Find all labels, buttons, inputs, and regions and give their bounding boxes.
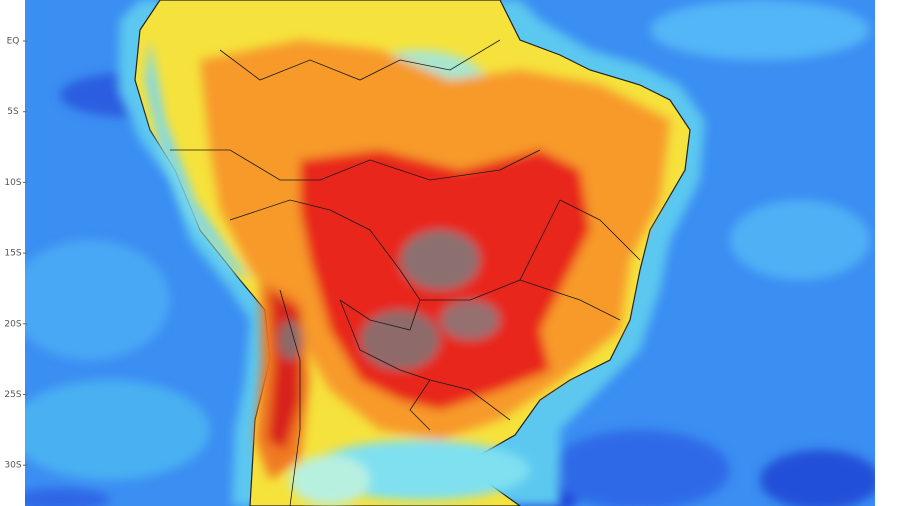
country-borders xyxy=(170,39,641,506)
temperature-fields xyxy=(145,40,670,505)
latitude-label: EQ xyxy=(7,37,20,47)
latitude-label: 10S xyxy=(4,178,21,188)
latitude-label: 5S xyxy=(7,107,19,117)
latitude-label: 30S xyxy=(4,461,21,471)
latitude-label: 20S xyxy=(4,319,21,329)
latitude-axis: EQ 5S 10S 15S 20S 25S 30S xyxy=(4,37,27,471)
map-area xyxy=(25,0,875,506)
latitude-label: 15S xyxy=(4,249,21,259)
latitude-label: 25S xyxy=(4,390,21,400)
